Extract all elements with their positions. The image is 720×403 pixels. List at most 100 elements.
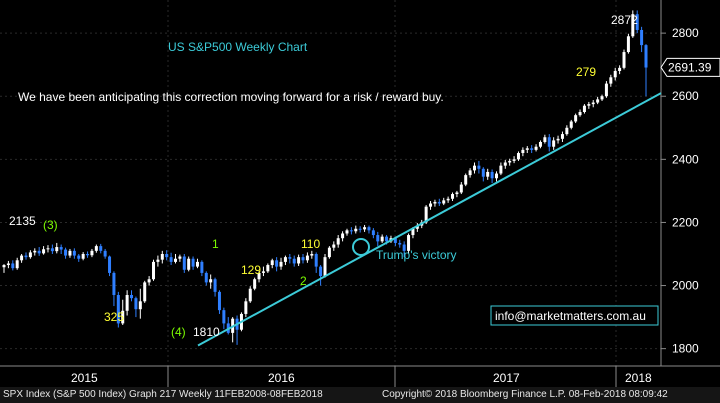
annotation-wave-1: 1: [212, 237, 219, 251]
footer-copyright: Copyright© 2018 Bloomberg Finance L.P. 0…: [382, 389, 668, 400]
candle-body: [481, 168, 485, 177]
candle-body: [499, 165, 503, 174]
candle-body: [349, 230, 353, 232]
candle-body: [81, 253, 85, 259]
candle-body: [451, 194, 455, 199]
candle-body: [283, 257, 287, 262]
candle-body: [72, 250, 76, 256]
candle-body: [525, 148, 529, 150]
candle-body: [310, 253, 314, 256]
candle-body: [134, 298, 138, 310]
candle-body: [521, 149, 525, 154]
candle-body: [37, 250, 41, 254]
candle-body: [305, 255, 309, 261]
candle-body: [380, 236, 384, 242]
candle-body: [336, 238, 340, 245]
candle-body: [494, 173, 498, 179]
candle-body: [332, 244, 336, 248]
candle-body: [200, 261, 204, 273]
candle-body: [446, 198, 450, 201]
candle-body: [486, 171, 490, 177]
candle-body: [574, 115, 578, 122]
candle-body: [459, 184, 463, 193]
candle-body: [587, 104, 591, 106]
candle-body: [411, 228, 415, 236]
candle-body: [323, 257, 327, 277]
candle-body: [108, 256, 112, 273]
support-trendline: [197, 92, 662, 347]
candle-body: [327, 247, 331, 258]
chart-subtitle: We have been anticipating this correctio…: [18, 90, 444, 104]
candle-body: [569, 121, 573, 128]
candle-body: [55, 247, 59, 252]
candle-body: [345, 230, 349, 234]
candle-body: [20, 255, 24, 261]
candle-body: [292, 258, 296, 264]
candle-body: [407, 235, 411, 251]
candle-body: [11, 263, 15, 269]
candle-body: [473, 165, 477, 171]
candle-body: [275, 260, 279, 267]
watermark-text: info@marketmatters.com.au: [495, 309, 646, 323]
candle-body: [59, 247, 63, 250]
candle-body: [464, 175, 468, 185]
candle-body: [213, 279, 217, 292]
y-tick-label: 2400: [672, 152, 699, 166]
candle-body: [631, 14, 635, 37]
candle-body: [429, 203, 433, 207]
candle-body: [600, 96, 604, 100]
candle-body: [33, 250, 37, 253]
candle-body: [433, 201, 437, 204]
candle-body: [160, 253, 164, 260]
candle-body: [42, 249, 46, 254]
candle-body: [314, 253, 318, 267]
candle-body: [209, 279, 213, 283]
candle-body: [261, 271, 265, 273]
candle-body: [530, 148, 534, 150]
candle-body: [182, 256, 186, 270]
candle-body: [455, 192, 459, 195]
candle-body: [15, 260, 19, 269]
annotation-2872: 2872: [611, 13, 638, 27]
candle-body: [376, 235, 380, 242]
candle-body: [512, 159, 516, 161]
y-tick-label: 2000: [672, 279, 699, 293]
candle-series: [2, 10, 648, 345]
candle-body: [68, 250, 72, 256]
candle-body: [442, 200, 446, 204]
candle-body: [125, 295, 129, 311]
grid-lines: [0, 0, 661, 387]
candle-body: [169, 257, 173, 262]
candle-body: [578, 112, 582, 116]
y-axis: 1800 2000 2200 2400 2600 2800: [660, 0, 699, 366]
candle-body: [635, 14, 639, 30]
candle-body: [565, 127, 569, 135]
candle-body: [556, 138, 560, 141]
y-tick-label: 2600: [672, 89, 699, 103]
candle-body: [547, 137, 551, 147]
candle-body: [24, 255, 28, 258]
candle-body: [222, 310, 226, 324]
annotation-wave-3: (3): [43, 218, 58, 232]
y-tick-label: 2200: [672, 215, 699, 229]
candle-body: [319, 266, 323, 277]
candle-body: [516, 153, 520, 160]
watermark-box: info@marketmatters.com.au: [490, 305, 659, 326]
chart-title: US S&P500 Weekly Chart: [168, 40, 308, 54]
candle-body: [257, 272, 261, 280]
annotation-129: 129: [241, 263, 261, 277]
trump-victory-marker: [352, 238, 370, 256]
candle-body: [270, 260, 274, 266]
annotation-325: 325: [104, 310, 124, 324]
candle-body: [402, 244, 406, 251]
candle-body: [301, 257, 305, 261]
candle-body: [477, 165, 481, 169]
candle-body: [112, 272, 116, 296]
y-tick-label: 2800: [672, 26, 699, 40]
y-tick-label: 1800: [672, 342, 699, 356]
candle-body: [398, 242, 402, 245]
candle-body: [28, 252, 32, 258]
candle-body: [143, 282, 147, 302]
candle-body: [640, 29, 644, 46]
annotation-1810: 1810: [193, 325, 220, 339]
